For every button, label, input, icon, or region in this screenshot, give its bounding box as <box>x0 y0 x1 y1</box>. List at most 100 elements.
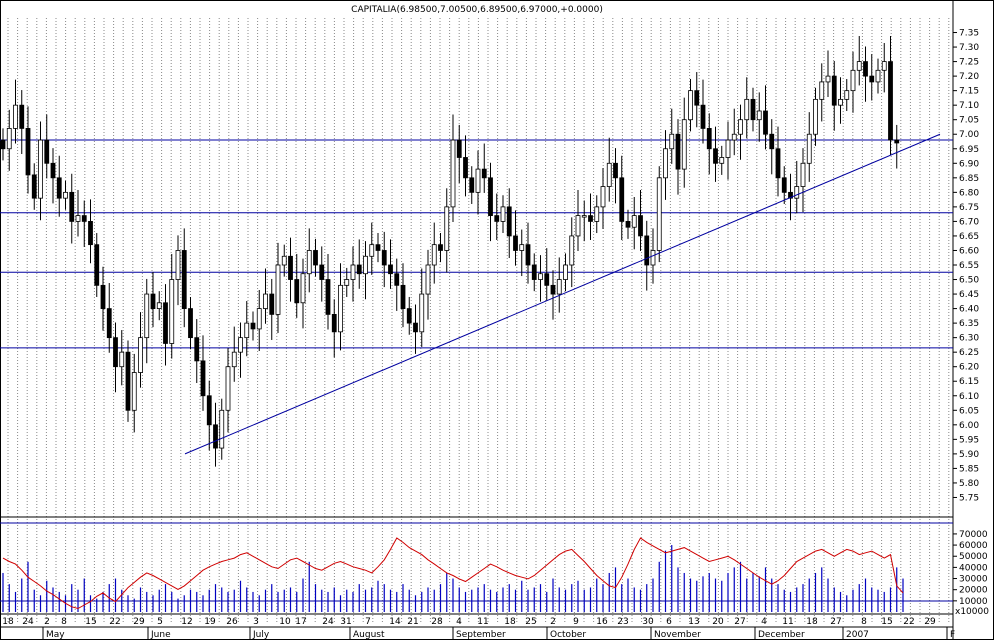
y-tick-label: 6.70 <box>959 217 979 227</box>
y-tick-label: 6.90 <box>959 159 979 169</box>
day-label: 7 <box>365 617 371 627</box>
y-tick-label: 6.75 <box>959 203 979 213</box>
y-tick-label: 6.45 <box>959 290 979 300</box>
candle-body <box>131 372 137 411</box>
month-label: F <box>950 630 955 640</box>
candle-body <box>44 139 50 164</box>
candle-body <box>850 69 856 92</box>
day-label: 18 <box>2 617 14 627</box>
day-label: 2 <box>550 617 556 627</box>
candle-body <box>563 264 568 280</box>
candle-body <box>163 302 168 344</box>
candle-body <box>56 177 62 199</box>
candle-body <box>431 244 437 266</box>
day-label: 8 <box>861 617 867 627</box>
y-tick-label: 6.35 <box>959 319 979 329</box>
day-label: 22 <box>903 617 914 627</box>
y-tick-label: 5.85 <box>959 464 979 474</box>
candles <box>0 36 900 467</box>
candle-body <box>331 313 337 333</box>
y-tick-label: 6.60 <box>959 246 979 256</box>
day-label: 26 <box>226 617 238 627</box>
candle-body <box>869 75 875 83</box>
y-tick-label: 5.80 <box>959 479 979 489</box>
y-tick-label: 7.00 <box>959 130 979 140</box>
candle-body <box>706 128 712 150</box>
candle-body <box>350 264 356 280</box>
candle-body <box>125 351 131 411</box>
candle-body <box>494 215 500 222</box>
y-tick-label: 6.55 <box>959 261 979 271</box>
candle-body <box>763 110 768 135</box>
candle-body <box>875 69 881 83</box>
y-tick-label: 6.00 <box>959 421 979 431</box>
candle-body <box>750 98 756 121</box>
candle-body <box>100 284 106 309</box>
candle-body <box>194 337 200 362</box>
day-label: 2 <box>44 617 50 627</box>
candle-body <box>794 186 800 199</box>
day-label: 12 <box>181 617 192 627</box>
y-tick-label: 5.90 <box>959 450 979 460</box>
day-label: 17 <box>295 617 306 627</box>
candle-body <box>413 322 418 333</box>
candle-body <box>481 168 487 179</box>
day-label: 6 <box>666 617 672 627</box>
candle-body <box>325 279 331 315</box>
y-tick-label: 7.10 <box>959 101 979 111</box>
day-label: 29 <box>133 617 145 627</box>
candle-body <box>138 337 143 373</box>
day-label: 22 <box>109 617 120 627</box>
candle-body <box>306 250 312 275</box>
candle-body <box>169 279 175 344</box>
candle-body <box>631 215 637 228</box>
candle-body <box>463 157 468 179</box>
candle-body <box>831 75 837 106</box>
candle-body <box>144 293 150 339</box>
price-axis: 5.75 5.80 5.85 5.90 5.95 6.00 6.05 6.10 6.15 6.20… <box>953 29 979 503</box>
candle-body <box>694 90 700 106</box>
day-label: 13 <box>688 617 699 627</box>
candle-body <box>800 162 806 187</box>
candle-body <box>813 98 818 135</box>
candle-body <box>300 273 306 304</box>
month-label: June <box>150 630 171 640</box>
candle-body <box>269 293 275 315</box>
candle-body <box>625 221 631 228</box>
candle-body <box>581 215 587 218</box>
candle-body <box>894 139 900 144</box>
day-label: 10 <box>279 617 291 627</box>
candle-body <box>731 133 737 141</box>
y-tick-label: 6.25 <box>959 348 979 358</box>
y-tick-label: 7.15 <box>959 87 979 97</box>
candle-body <box>788 191 793 199</box>
candle-body <box>819 81 825 100</box>
candle-body <box>0 139 6 150</box>
y-tick-label: 6.20 <box>959 363 979 373</box>
candle-body <box>369 244 375 257</box>
candle-body <box>231 351 237 368</box>
day-label: 25 <box>525 617 536 627</box>
candle-body <box>406 308 412 324</box>
candle-body <box>531 264 537 280</box>
month-label: 2007 <box>846 630 869 640</box>
candle-body <box>806 133 812 164</box>
y-tick-label: 7.25 <box>959 58 979 68</box>
candle-body <box>613 162 618 179</box>
candle-body <box>863 61 868 77</box>
day-label: 16 <box>596 617 608 627</box>
candle-body <box>719 157 725 164</box>
candle-body <box>106 308 112 339</box>
candle-body <box>425 264 431 295</box>
y-tick-label: 7.20 <box>959 72 979 82</box>
y-tick-label: 5.95 <box>959 435 979 445</box>
day-label: 29 <box>924 617 936 627</box>
trendline-segment <box>184 133 941 455</box>
vol-tick-label: 60000 <box>959 541 988 551</box>
y-tick-label: 7.35 <box>959 29 979 39</box>
date-axis: 18 24 2 8 15 22 29 5 12 19 26 3 10 17 24 31 7 14 21 28 4 11 18… <box>0 613 955 640</box>
candle-body <box>88 221 93 246</box>
y-tick-label: 6.50 <box>959 276 979 286</box>
y-tick-label: 6.30 <box>959 334 979 344</box>
candle-body <box>13 104 18 129</box>
